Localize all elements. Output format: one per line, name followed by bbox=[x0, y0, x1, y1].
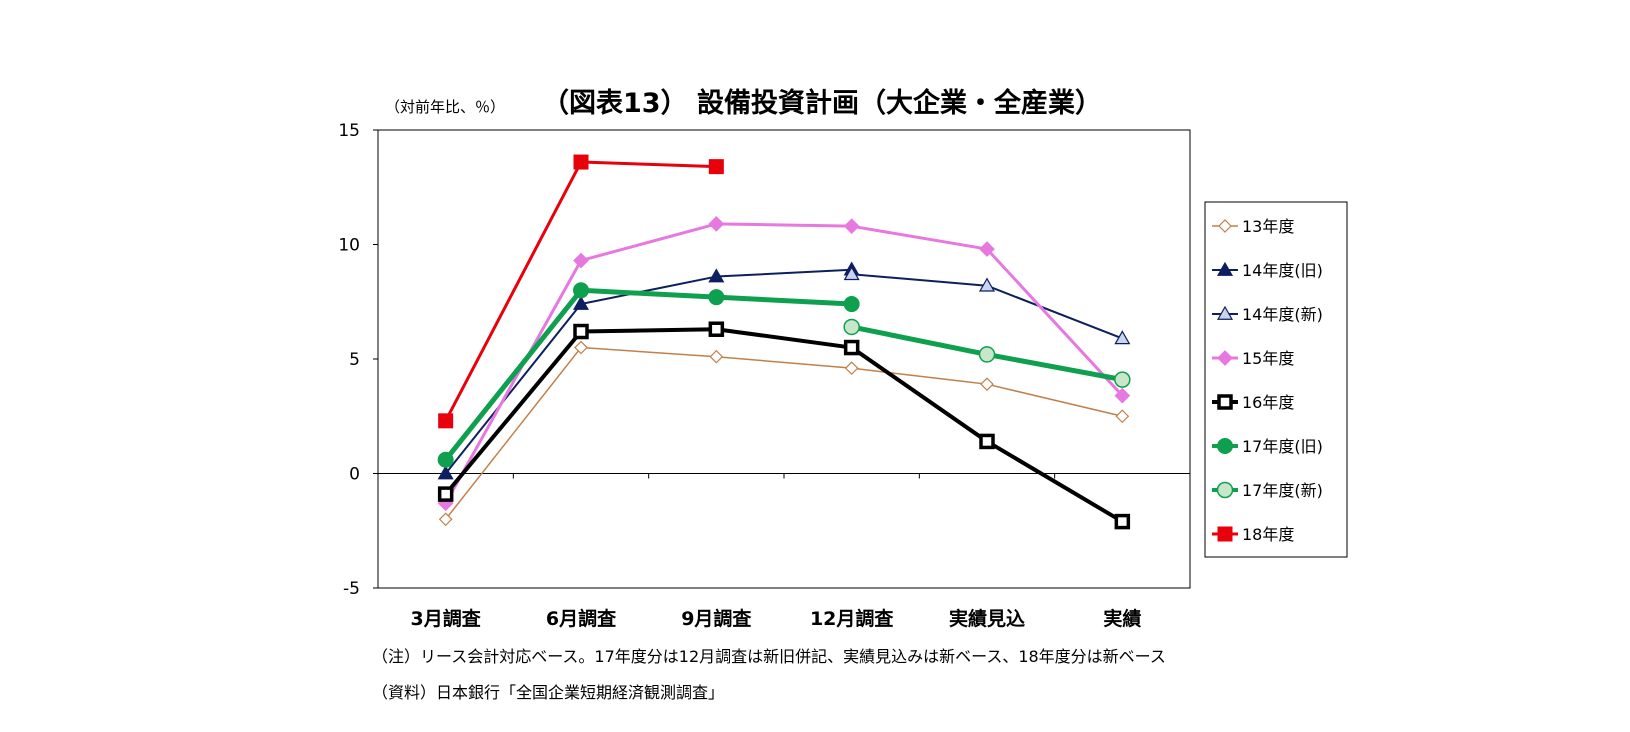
data-point bbox=[708, 289, 725, 306]
data-point bbox=[573, 323, 589, 340]
legend-label: 17年度(新) bbox=[1242, 481, 1323, 500]
data-point bbox=[843, 318, 860, 336]
data-point bbox=[1114, 330, 1131, 345]
series-2 bbox=[843, 266, 1131, 345]
legend-label: 16年度 bbox=[1242, 393, 1294, 412]
series-4 bbox=[437, 321, 1131, 530]
legend-item: 14年度(旧) bbox=[1212, 261, 1323, 280]
footnote: （注）リース会計対応ベース。17年度分は12月調査は新旧併記、実績見込みは新ベー… bbox=[372, 647, 1166, 666]
legend-item: 15年度 bbox=[1212, 349, 1294, 368]
legend-label: 13年度 bbox=[1242, 217, 1294, 236]
legend-swatch-marker bbox=[1216, 305, 1234, 320]
legend-swatch-marker bbox=[1217, 350, 1233, 366]
y-tick-label: -5 bbox=[343, 579, 360, 599]
legend-label: 14年度(新) bbox=[1242, 305, 1323, 324]
axes: -5 0 5 10 15 3月調査 6月調査 9月調査 12月調査 実績見込 実績 bbox=[338, 121, 1190, 630]
series-0 bbox=[438, 340, 1130, 527]
legend-item: 14年度(新) bbox=[1212, 305, 1323, 324]
data-point bbox=[843, 266, 860, 281]
data-point bbox=[708, 159, 724, 175]
data-point bbox=[978, 346, 996, 363]
x-tick-label: 12月調査 bbox=[810, 607, 894, 630]
legend-item: 17年度(旧) bbox=[1212, 437, 1323, 456]
data-point bbox=[573, 282, 589, 299]
legend-label: 17年度(旧) bbox=[1242, 437, 1323, 456]
legend-swatch-marker bbox=[1217, 438, 1233, 454]
data-point bbox=[437, 486, 454, 502]
data-point bbox=[843, 218, 860, 235]
y-tick-label: 15 bbox=[338, 121, 360, 141]
series-line bbox=[444, 268, 852, 475]
data-point bbox=[574, 340, 588, 355]
data-point bbox=[1114, 513, 1131, 530]
x-tick-label: 実績見込 bbox=[949, 607, 1025, 630]
data-point bbox=[708, 216, 725, 232]
series-5 bbox=[437, 282, 860, 468]
legend-item: 18年度 bbox=[1212, 525, 1294, 544]
legend-swatch-marker bbox=[1216, 481, 1234, 499]
y-tick-label: 10 bbox=[338, 236, 360, 256]
legend-swatch-marker bbox=[1217, 526, 1233, 542]
data-point bbox=[844, 361, 859, 376]
data-point bbox=[572, 295, 590, 310]
data-point bbox=[843, 296, 860, 313]
series-7 bbox=[438, 154, 724, 429]
legend: 13年度 14年度(旧) 14年度(新) 15年度 16年度 17年度(旧) 17年度(新)… bbox=[1204, 201, 1348, 558]
data-point bbox=[843, 339, 860, 356]
y-axis-unit-label: （対前年比、％） bbox=[385, 98, 505, 116]
data-point bbox=[1115, 409, 1130, 424]
data-point bbox=[980, 377, 994, 392]
legend-label: 15年度 bbox=[1242, 349, 1294, 368]
data-point bbox=[1114, 387, 1131, 404]
legend-swatch-marker bbox=[1217, 394, 1233, 410]
series-line bbox=[444, 327, 1124, 524]
y-tick-label: 0 bbox=[349, 465, 360, 485]
legend-item: 17年度(新) bbox=[1212, 481, 1323, 500]
source-note: （資料）日本銀行「全国企業短期経済観測調査」 bbox=[372, 683, 725, 702]
legend-swatch-marker bbox=[1216, 261, 1234, 276]
data-point bbox=[979, 433, 995, 450]
legend-item: 13年度 bbox=[1212, 217, 1294, 236]
data-point bbox=[978, 277, 996, 292]
legend-label: 14年度(旧) bbox=[1242, 261, 1323, 280]
data-point bbox=[709, 349, 724, 364]
data-point bbox=[437, 465, 454, 480]
y-tick-label: 5 bbox=[349, 350, 360, 370]
data-point bbox=[1114, 371, 1131, 388]
legend-frame bbox=[1204, 201, 1348, 558]
data-point bbox=[438, 512, 453, 527]
x-tick-label: 6月調査 bbox=[546, 607, 617, 630]
plot-area-frame bbox=[377, 129, 1191, 589]
legend-label: 18年度 bbox=[1242, 525, 1294, 544]
data-point bbox=[573, 252, 589, 269]
series-line bbox=[445, 346, 1123, 520]
x-tick-label: 9月調査 bbox=[681, 607, 752, 630]
series-layer bbox=[437, 154, 1131, 530]
data-point bbox=[708, 321, 725, 337]
series-line bbox=[444, 222, 1124, 505]
legend-item: 16年度 bbox=[1212, 393, 1294, 412]
series-6 bbox=[843, 318, 1131, 388]
data-point bbox=[438, 413, 454, 429]
x-tick-label: 3月調査 bbox=[411, 607, 482, 630]
chart-title: （図表13） 設備投資計画（大企業・全産業） bbox=[542, 87, 1102, 119]
series-line bbox=[443, 287, 852, 462]
x-tick-label: 実績 bbox=[1103, 607, 1141, 630]
legend-swatch-marker bbox=[1218, 219, 1232, 233]
series-3 bbox=[437, 216, 1131, 512]
data-point bbox=[708, 268, 725, 283]
data-point bbox=[573, 154, 589, 170]
data-point bbox=[437, 451, 454, 468]
data-point bbox=[979, 241, 995, 257]
